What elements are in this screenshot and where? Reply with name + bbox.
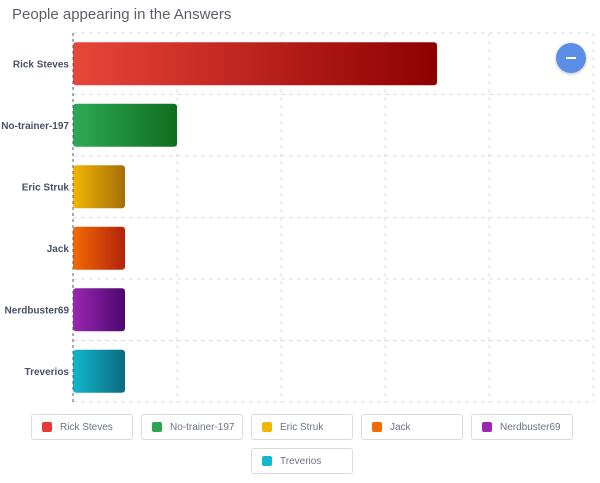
legend-label: Nerdbuster69 <box>500 421 561 433</box>
legend-label: Treverios <box>280 455 322 467</box>
legend-swatch <box>482 422 492 432</box>
hamburger-icon <box>566 57 576 59</box>
grid-lines <box>73 32 594 403</box>
category-label: Treverios <box>25 367 70 378</box>
legend-swatch <box>262 422 272 432</box>
bar-rick-steves[interactable] <box>73 42 437 86</box>
legend-label: Rick Steves <box>60 421 113 433</box>
chart-title: People appearing in the Answers <box>12 6 232 23</box>
bar-no-trainer-197[interactable] <box>73 103 177 147</box>
category-label: Jack <box>47 244 70 255</box>
bar-chart: Rick Steves No-trainer-197 Eric Struk Jack N… <box>1 32 594 403</box>
legend-label: Jack <box>390 421 411 433</box>
bar-jack[interactable] <box>73 226 125 270</box>
category-label: No-trainer-197 <box>1 121 69 132</box>
legend: Rick Steves No-trainer-197 Eric Struk Jack N… <box>22 414 582 474</box>
bars <box>73 42 437 393</box>
legend-item[interactable]: Treverios <box>251 448 353 474</box>
legend-swatch <box>152 422 162 432</box>
category-labels: Rick Steves No-trainer-197 Eric Struk Jack N… <box>1 59 69 378</box>
legend-item[interactable]: Rick Steves <box>31 414 133 440</box>
legend-item[interactable]: No-trainer-197 <box>141 414 243 440</box>
bar-eric-struk[interactable] <box>73 165 125 209</box>
chart-menu-button[interactable] <box>556 43 586 73</box>
legend-label: Eric Struk <box>280 421 324 433</box>
category-label: Eric Struk <box>22 182 70 193</box>
legend-item[interactable]: Jack <box>361 414 463 440</box>
legend-item[interactable]: Eric Struk <box>251 414 353 440</box>
legend-swatch <box>262 456 272 466</box>
legend-item[interactable]: Nerdbuster69 <box>471 414 573 440</box>
legend-swatch <box>42 422 52 432</box>
legend-swatch <box>372 422 382 432</box>
bar-treverios[interactable] <box>73 349 125 393</box>
bar-nerdbuster69[interactable] <box>73 288 125 332</box>
category-label: Nerdbuster69 <box>5 305 70 316</box>
category-label: Rick Steves <box>13 59 70 70</box>
legend-label: No-trainer-197 <box>170 421 235 433</box>
